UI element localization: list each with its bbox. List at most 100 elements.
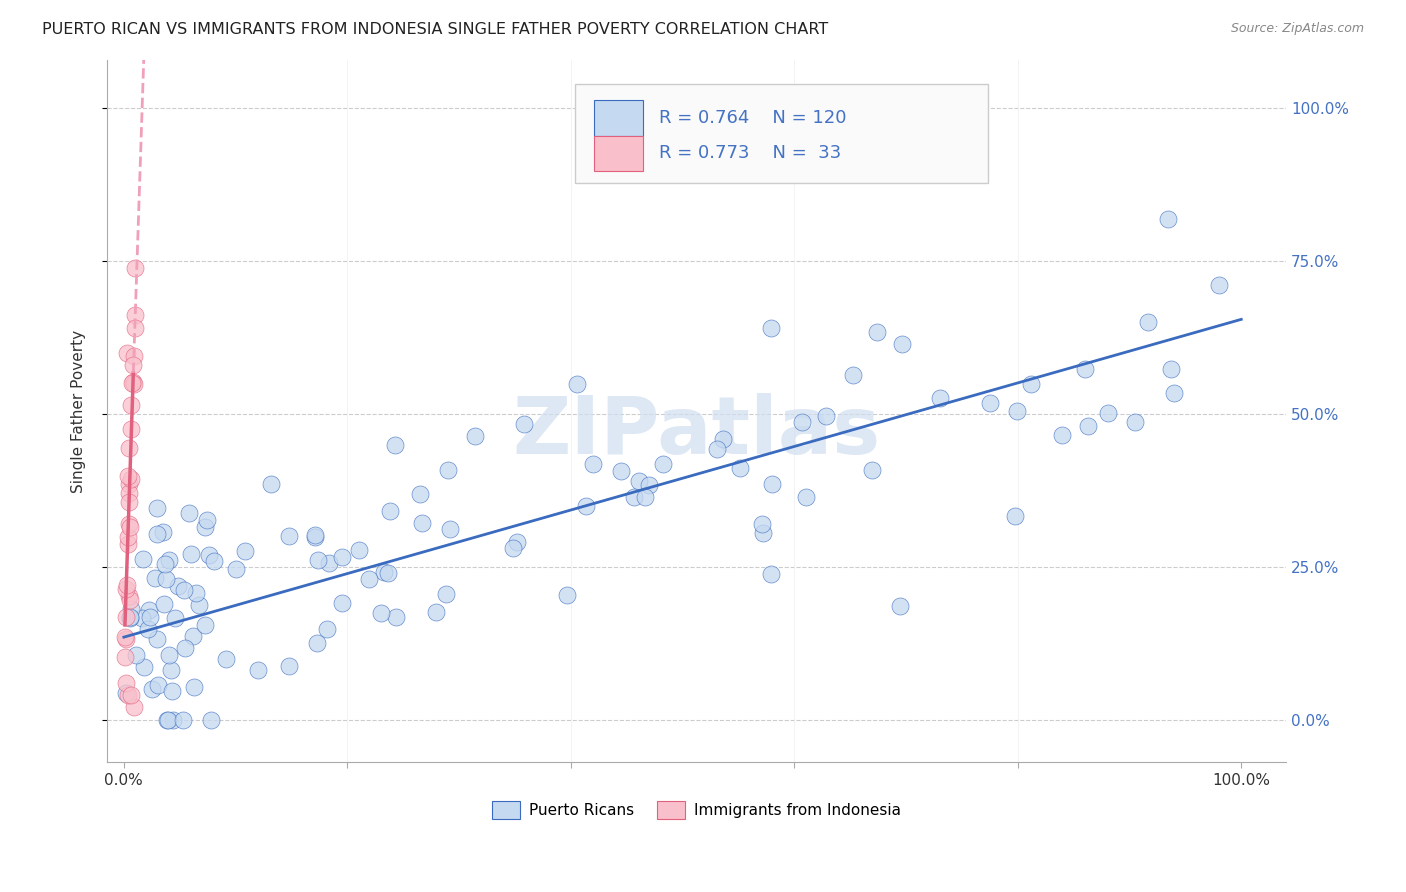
Point	[1050, 428, 1073, 442]
Point	[464, 429, 486, 443]
Point	[146, 632, 169, 646]
Point	[131, 611, 153, 625]
Text: Source: ZipAtlas.com: Source: ZipAtlas.com	[1230, 22, 1364, 36]
Point	[439, 522, 461, 536]
Point	[145, 527, 167, 541]
Point	[384, 438, 406, 452]
Point	[122, 349, 145, 363]
Point	[623, 490, 645, 504]
Point	[155, 713, 177, 727]
Point	[157, 648, 180, 662]
Point	[794, 491, 817, 505]
Point	[842, 368, 865, 383]
Point	[157, 553, 180, 567]
Point	[122, 376, 145, 391]
Point	[304, 530, 326, 544]
Point	[751, 516, 773, 531]
Point	[505, 535, 527, 549]
Text: R = 0.764    N = 120: R = 0.764 N = 120	[659, 109, 846, 127]
Point	[146, 678, 169, 692]
Point	[124, 308, 146, 322]
Point	[728, 461, 751, 475]
Point	[437, 463, 460, 477]
Point	[565, 377, 588, 392]
Point	[155, 572, 177, 586]
Point	[202, 554, 225, 568]
Point	[1074, 362, 1097, 376]
Point	[330, 549, 353, 564]
Point	[138, 610, 160, 624]
FancyBboxPatch shape	[593, 136, 644, 170]
Point	[246, 664, 269, 678]
Point	[136, 622, 159, 636]
Point	[860, 463, 883, 477]
Point	[121, 376, 143, 390]
Point	[628, 474, 651, 488]
Point	[316, 623, 339, 637]
Point	[278, 659, 301, 673]
Point	[114, 582, 136, 597]
Point	[125, 648, 148, 662]
Point	[347, 543, 370, 558]
Point	[711, 432, 734, 446]
Point	[117, 469, 139, 483]
Point	[409, 487, 432, 501]
Point	[195, 513, 218, 527]
Point	[652, 457, 675, 471]
Point	[1004, 509, 1026, 524]
Point	[160, 684, 183, 698]
Point	[156, 713, 179, 727]
Point	[235, 543, 257, 558]
Point	[502, 541, 524, 555]
Point	[200, 713, 222, 727]
Point	[117, 537, 139, 551]
Point	[318, 557, 340, 571]
Point	[575, 500, 598, 514]
Point	[118, 609, 141, 624]
Point	[173, 582, 195, 597]
Point	[184, 586, 207, 600]
Point	[1208, 277, 1230, 292]
Text: ZIPatlas: ZIPatlas	[512, 393, 880, 471]
Point	[124, 321, 146, 335]
Point	[118, 593, 141, 607]
Point	[1097, 406, 1119, 420]
Point	[197, 548, 219, 562]
Point	[120, 688, 142, 702]
Point	[183, 680, 205, 694]
Point	[330, 596, 353, 610]
Point	[761, 477, 783, 491]
Point	[378, 504, 401, 518]
Point	[138, 603, 160, 617]
Point	[115, 578, 138, 592]
Point	[120, 472, 142, 486]
Text: R = 0.773    N =  33: R = 0.773 N = 33	[659, 145, 841, 162]
Point	[124, 260, 146, 275]
Point	[866, 325, 889, 339]
Point	[889, 599, 911, 614]
Point	[759, 567, 782, 582]
Point	[1163, 386, 1185, 401]
Point	[555, 588, 578, 602]
FancyBboxPatch shape	[575, 84, 987, 183]
Point	[1007, 404, 1029, 418]
Point	[114, 610, 136, 624]
Point	[759, 321, 782, 335]
Point	[1157, 212, 1180, 227]
Point	[166, 579, 188, 593]
Point	[162, 713, 184, 727]
Y-axis label: Single Father Poverty: Single Father Poverty	[72, 329, 86, 492]
Point	[146, 501, 169, 516]
Point	[132, 551, 155, 566]
Point	[815, 409, 838, 423]
Point	[118, 486, 141, 500]
Point	[153, 557, 176, 571]
Point	[194, 519, 217, 533]
Point	[1160, 362, 1182, 376]
Point	[118, 442, 141, 456]
Point	[114, 632, 136, 646]
Point	[425, 605, 447, 619]
Point	[120, 422, 142, 436]
Point	[790, 416, 813, 430]
Point	[115, 686, 138, 700]
